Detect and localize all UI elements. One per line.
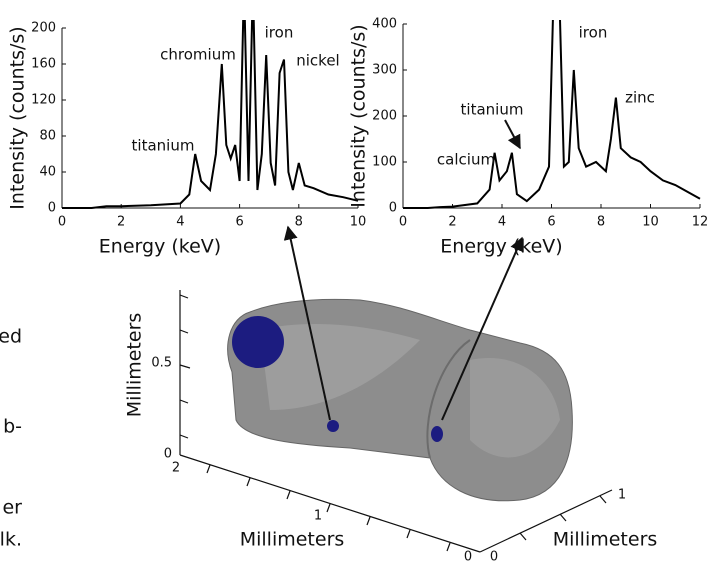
tick-label: 0 <box>490 550 498 564</box>
y-tick-label: 120 <box>31 93 56 108</box>
text-fragment: b- <box>3 416 22 438</box>
spectrum-line <box>403 20 701 209</box>
y-tick-label: 100 <box>372 155 397 170</box>
y-tick-label: 80 <box>39 129 56 144</box>
text-fragment: er <box>2 497 22 519</box>
peak-annotation: titanium <box>461 101 524 119</box>
y-tick-label: 300 <box>372 63 397 78</box>
axis-title: Millimeters <box>553 529 658 551</box>
peak-annotation: calcium <box>437 151 495 169</box>
peak-annotation: zinc <box>625 89 655 107</box>
y-axis-title: Intensity (counts/s) <box>7 26 29 209</box>
axis-title: Millimeters <box>240 529 345 551</box>
x-tick-label: 2 <box>448 215 456 230</box>
y-tick-label: 0 <box>389 201 397 216</box>
render-3d: 0.5 0 2 1 0 0 1 Millimeters Millimeters … <box>124 225 658 564</box>
peak-annotation: nickel <box>296 52 339 70</box>
text-fragment: ed <box>0 326 22 348</box>
tick-label: 2 <box>172 461 180 476</box>
x-tick-label: 12 <box>692 215 709 230</box>
tick-label: 0 <box>464 550 472 564</box>
tick-label: 0.5 <box>151 356 172 371</box>
x-tick-label: 8 <box>295 215 303 230</box>
x-tick-label: 6 <box>547 215 555 230</box>
axis-title: Millimeters <box>124 313 146 418</box>
tick-label: 1 <box>314 509 322 524</box>
x-tick-label: 2 <box>117 215 125 230</box>
tick-label: 0 <box>164 447 172 462</box>
peak-annotation: titanium <box>132 137 195 155</box>
x-tick-label: 4 <box>498 215 506 230</box>
x-axis-title: Energy (keV) <box>440 236 562 258</box>
x-tick-label: 4 <box>176 215 184 230</box>
y-tick-label: 40 <box>39 165 56 180</box>
y-tick-label: 200 <box>372 109 397 124</box>
x-tick-label: 8 <box>597 215 605 230</box>
tick-label: 1 <box>618 488 626 503</box>
x-axis-title: Energy (keV) <box>99 236 221 258</box>
peak-annotation: iron <box>579 24 608 42</box>
y-axis-title: Intensity (counts/s) <box>348 24 370 207</box>
text-fragment: lk. <box>0 529 22 551</box>
peak-annotation: iron <box>265 24 294 42</box>
y-tick-label: 200 <box>31 21 56 36</box>
x-tick-label: 0 <box>399 215 407 230</box>
y-tick-label: 160 <box>31 57 56 72</box>
x-tick-label: 10 <box>350 215 367 230</box>
y-tick-label: 400 <box>372 17 397 32</box>
spectrum-line <box>62 20 359 209</box>
x-tick-label: 0 <box>58 215 66 230</box>
x-tick-label: 10 <box>642 215 659 230</box>
peak-annotation: chromium <box>160 46 236 64</box>
annotation-arrow <box>504 119 521 150</box>
y-tick-label: 0 <box>48 201 56 216</box>
x-tick-label: 6 <box>235 215 243 230</box>
